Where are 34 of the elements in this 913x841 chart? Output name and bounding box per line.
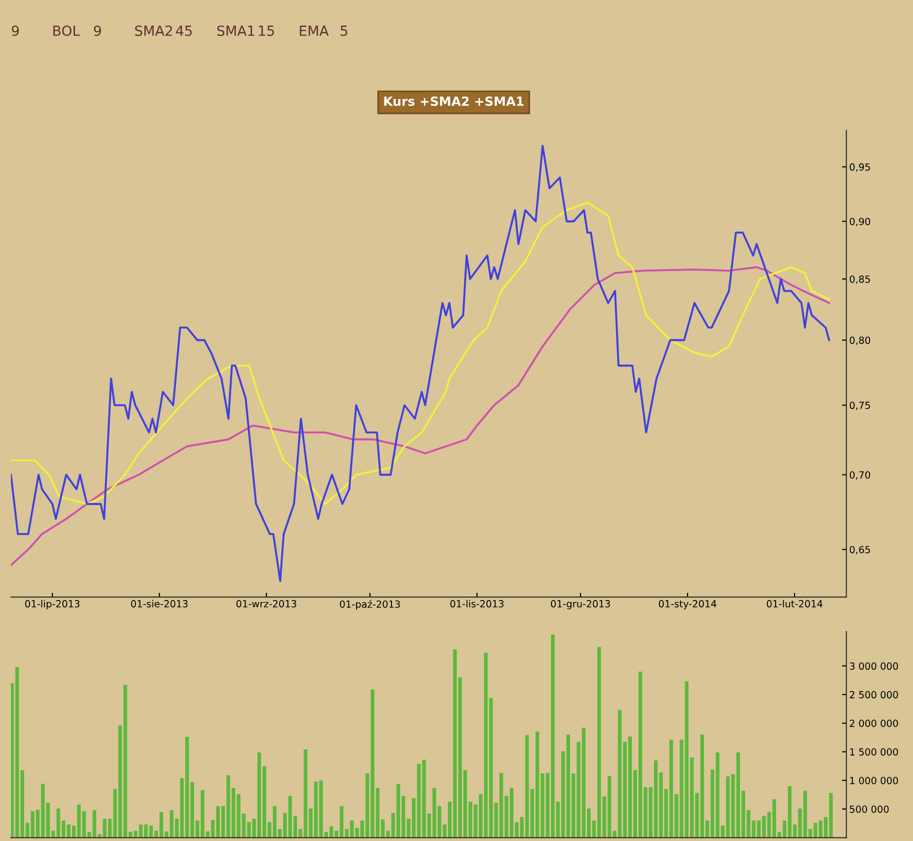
x-tick-label: 01-gru-2013 (550, 600, 610, 610)
text: SMA2 (135, 25, 172, 36)
x-tick-label: 01-lip-2013 (25, 600, 80, 610)
text: 15 (258, 26, 274, 36)
text: EMA (300, 26, 329, 36)
line-series (10, 266, 830, 566)
text: 5 (340, 26, 348, 36)
x-tick-label: 01-lut-2014 (766, 600, 822, 608)
y-tick-label: 0,95 (850, 163, 870, 172)
y-tick-label: 1 000 000 (850, 776, 898, 784)
y-tick-label: 0,65 (850, 546, 870, 554)
y-tick-label: 0,75 (850, 402, 870, 410)
text: 45 (176, 26, 192, 36)
y-tick-label: 3 000 000 (850, 662, 898, 670)
x-tick-label: 01-sie-2013 (131, 600, 188, 608)
y-tick-label: 500 000 (850, 805, 889, 813)
y-tick-label: 2 500 000 (850, 691, 898, 698)
text: 9 (94, 25, 101, 36)
y-tick-label: 0,80 (850, 336, 870, 345)
x-tick-label: 01-wrz-2013 (236, 600, 296, 608)
y-tick-label: 0,90 (850, 218, 870, 226)
x-tick-label: 01-lis-2013 (450, 600, 504, 608)
text: SMA1 (217, 25, 254, 36)
y-tick-label: 0,85 (850, 275, 870, 284)
text: BOL (53, 25, 80, 36)
text: 9 (12, 25, 19, 36)
line-series (10, 144, 830, 582)
line-series (10, 202, 830, 505)
y-tick-label: 0,70 (850, 471, 870, 480)
y-tick-label: 2 000 000 (850, 720, 898, 727)
x-tick-label: 01-sty-2014 (658, 600, 716, 610)
x-tick-label: 01-paź-2013 (340, 600, 400, 610)
y-tick-label: 1 500 000 (850, 748, 898, 756)
chart-title: Kurs +SMA2 +SMA1 (384, 96, 524, 106)
